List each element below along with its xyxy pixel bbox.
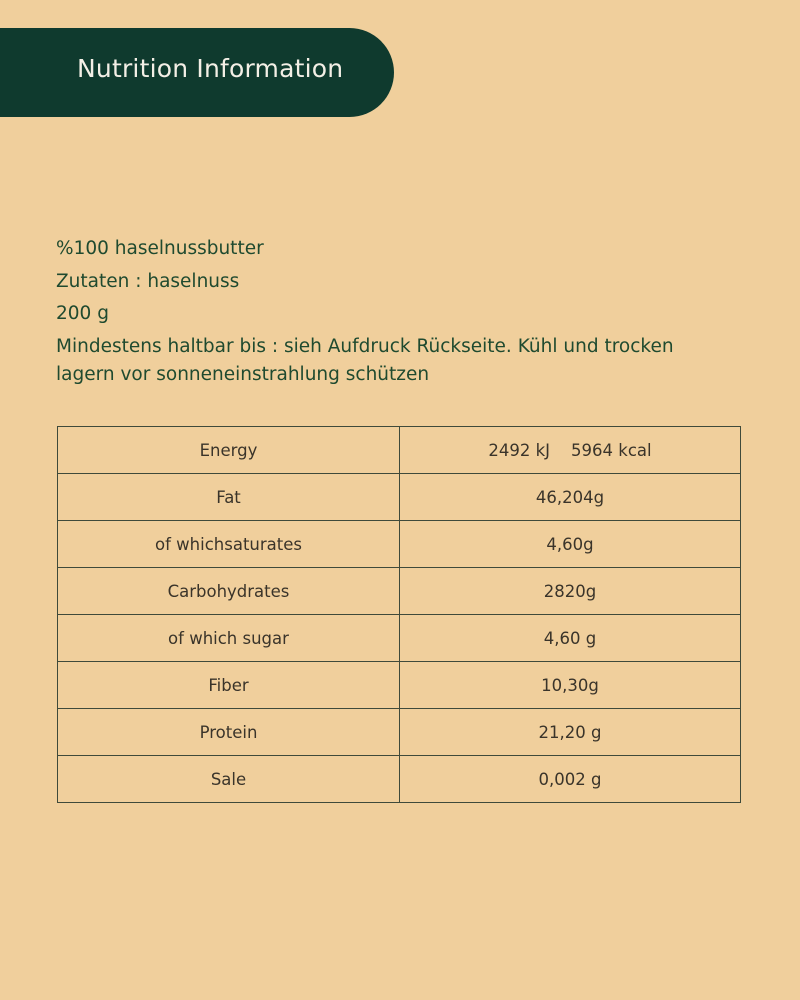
nutrient-value: 2492 kJ 5964 kcal — [399, 426, 741, 474]
storage-instructions: Mindestens haltbar bis : sieh Aufdruck R… — [56, 333, 736, 389]
nutrient-value: 4,60g — [399, 520, 741, 568]
product-info: %100 haselnussbutter Zutaten : haselnuss… — [56, 233, 736, 389]
table-row: of which sugar 4,60 g — [57, 614, 741, 662]
storage-line-1: Mindestens haltbar bis : sieh Aufdruck R… — [56, 335, 674, 357]
nutrient-label: of whichsaturates — [57, 520, 400, 568]
nutrient-value: 10,30g — [399, 661, 741, 709]
nutrient-label: Fiber — [57, 661, 400, 709]
table-row: Fiber 10,30g — [57, 661, 741, 709]
page-title: Nutrition Information — [77, 54, 344, 83]
ingredients: Zutaten : haselnuss — [56, 270, 240, 292]
table-row: Energy 2492 kJ 5964 kcal — [57, 426, 741, 474]
nutrient-label: Sale — [57, 755, 400, 803]
table-row: Carbohydrates 2820g — [57, 567, 741, 615]
table-row: Protein 21,20 g — [57, 708, 741, 756]
table-row: Fat 46,204g — [57, 473, 741, 521]
nutrient-value: 4,60 g — [399, 614, 741, 662]
nutrient-value: 21,20 g — [399, 708, 741, 756]
nutrient-label: of which sugar — [57, 614, 400, 662]
nutrient-label: Carbohydrates — [57, 567, 400, 615]
nutrient-label: Protein — [57, 708, 400, 756]
nutrient-label: Energy — [57, 426, 400, 474]
table-row: of whichsaturates 4,60g — [57, 520, 741, 568]
table-row: Sale 0,002 g — [57, 755, 741, 803]
nutrient-value: 0,002 g — [399, 755, 741, 803]
product-name: %100 haselnussbutter — [56, 238, 264, 259]
nutrient-value: 46,204g — [399, 473, 741, 521]
net-weight: 200 g — [56, 303, 109, 324]
nutrient-value: 2820g — [399, 567, 741, 615]
nutrition-table: Energy 2492 kJ 5964 kcal Fat 46,204g of whic… — [57, 426, 741, 803]
nutrient-label: Fat — [57, 473, 400, 521]
title-banner: Nutrition Information — [0, 28, 394, 117]
storage-line-2: lagern vor sonneneinstrahlung schützen — [56, 363, 430, 385]
